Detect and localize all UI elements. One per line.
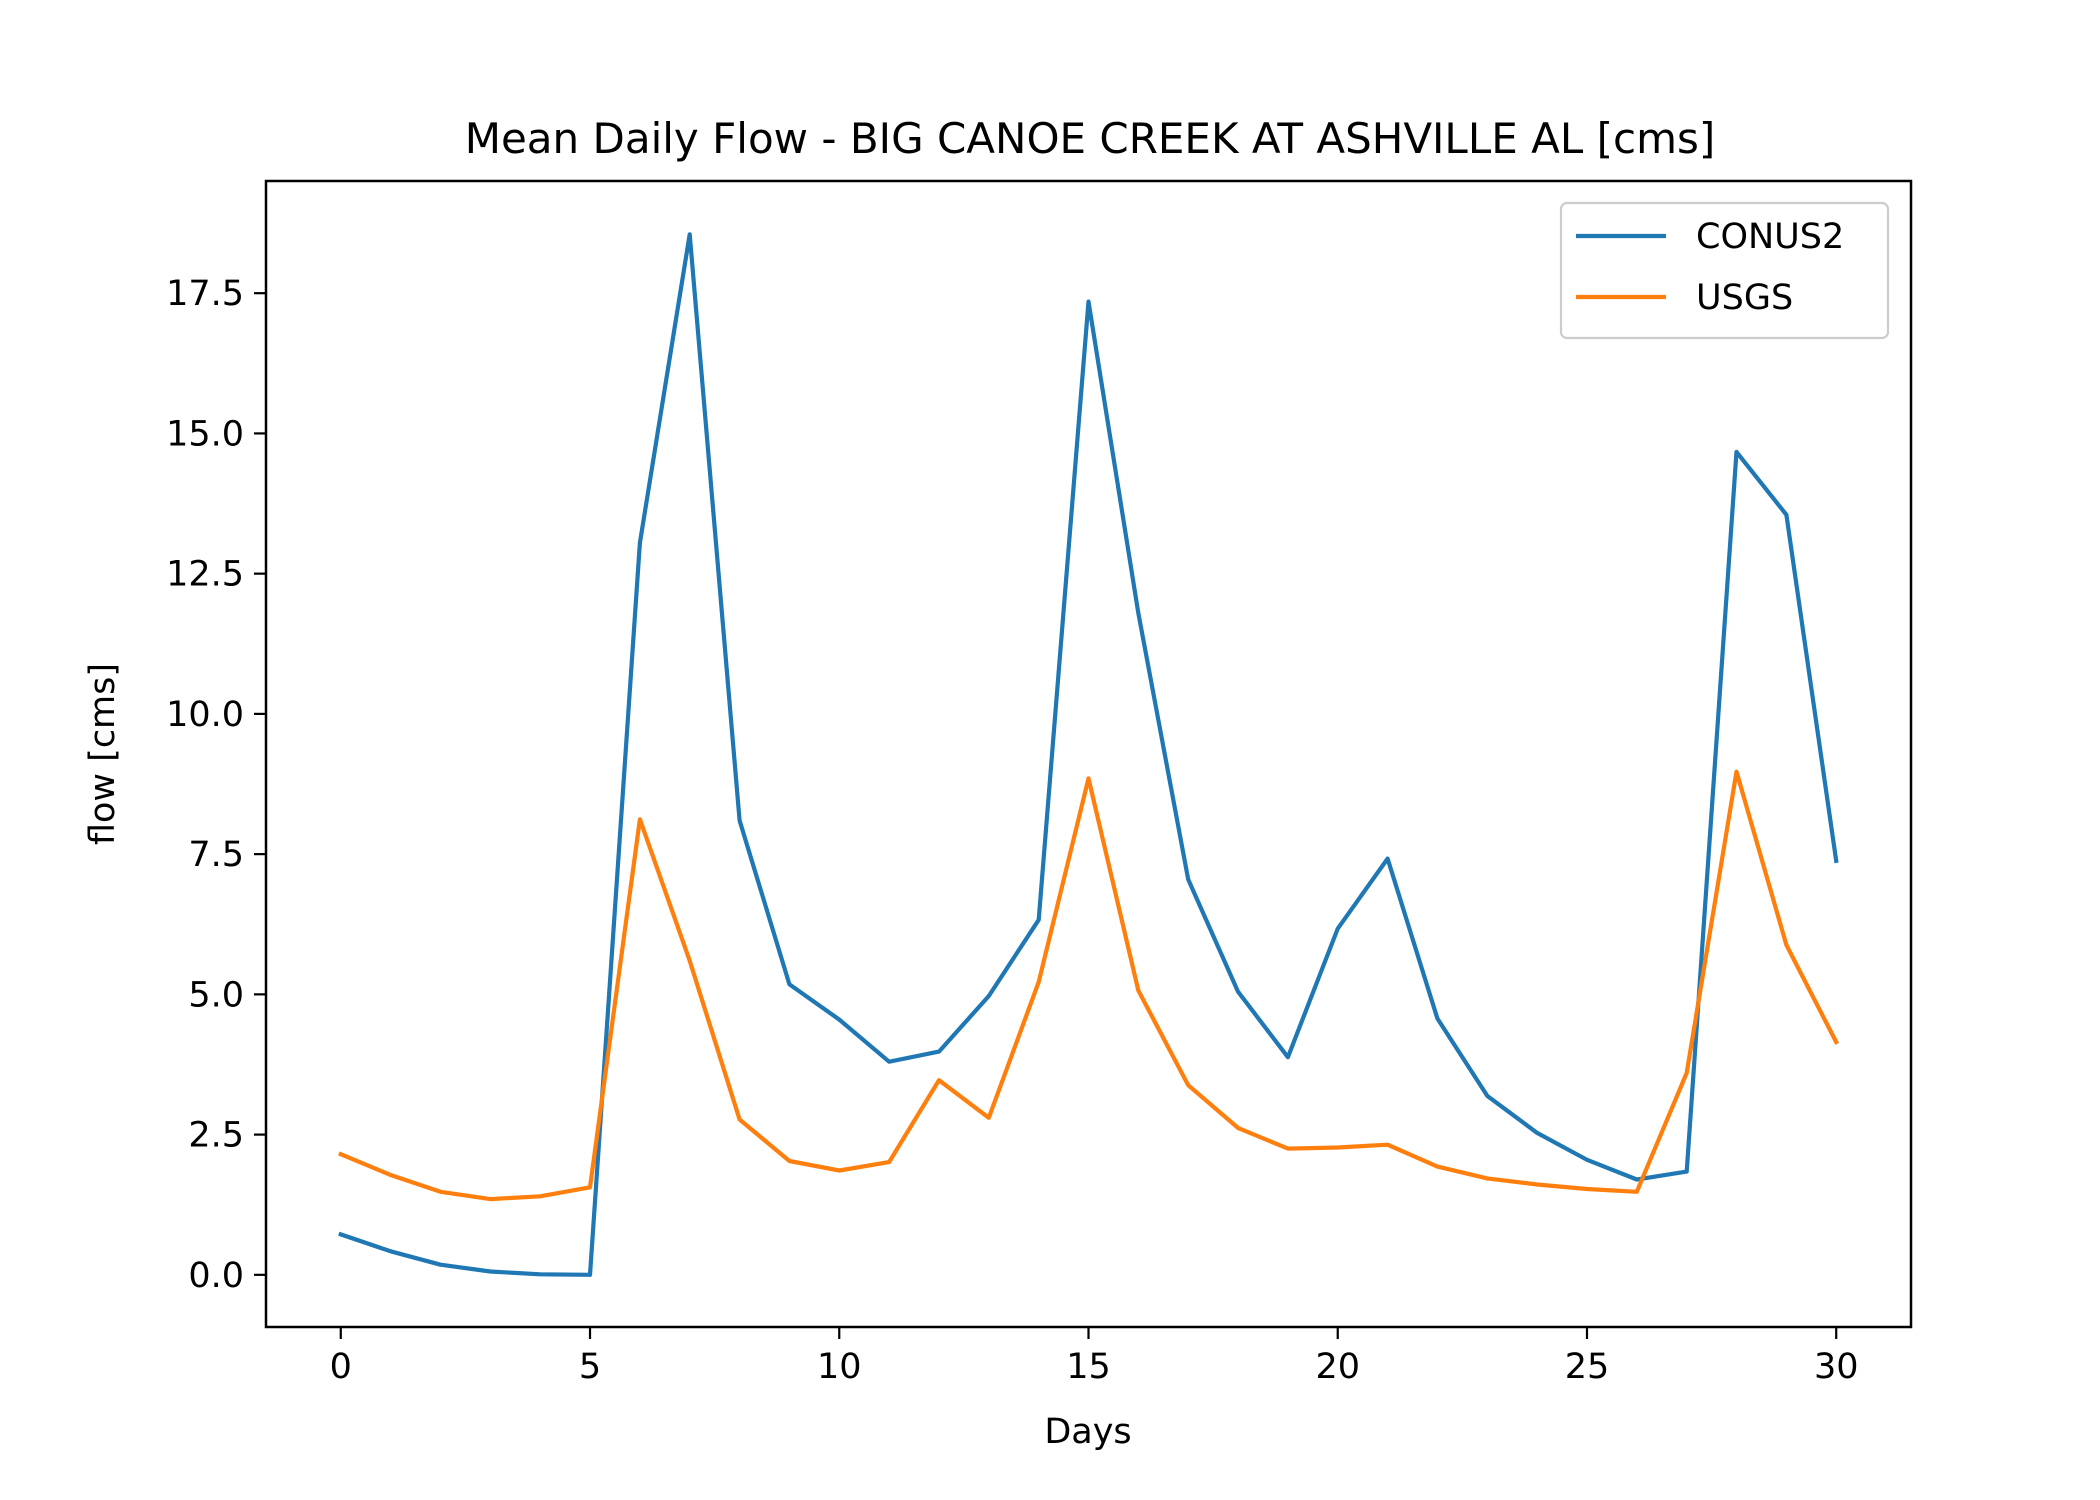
y-tick-label: 17.5	[166, 274, 244, 314]
y-tick-label: 5.0	[188, 975, 244, 1015]
x-tick-label: 10	[817, 1347, 862, 1387]
x-tick-label: 30	[1814, 1347, 1859, 1387]
series-line-usgs	[338, 769, 1840, 1202]
x-tick-label: 5	[579, 1347, 601, 1387]
plot-area	[338, 232, 1840, 1277]
y-tick-label: 7.5	[188, 835, 244, 875]
x-tick-label: 15	[1066, 1347, 1111, 1387]
legend-label-conus2: CONUS2	[1696, 217, 1844, 257]
x-tick-label: 0	[330, 1347, 352, 1387]
x-tick-label: 20	[1315, 1347, 1360, 1387]
legend: CONUS2 USGS	[1559, 201, 1890, 340]
chart-title: Mean Daily Flow - BIG CANOE CREEK AT ASH…	[465, 114, 1716, 163]
y-tick-label: 2.5	[188, 1116, 244, 1156]
legend-label-usgs: USGS	[1696, 278, 1793, 318]
y-tick-label: 0.0	[188, 1256, 244, 1296]
x-axis-label: Days	[1044, 1412, 1131, 1452]
x-tick-label: 25	[1565, 1347, 1610, 1387]
y-tick-label: 10.0	[166, 695, 244, 735]
series-line-conus2	[338, 232, 1839, 1277]
y-tick-label: 15.0	[166, 414, 244, 454]
axis-ticks: 0 5 10 15 20 25 30 0.0 2.5 5.0 7.5 10.0 12.5 15.0 17.5	[166, 274, 1858, 1387]
y-axis-label: flow [cms]	[83, 663, 123, 845]
y-tick-label: 12.5	[166, 555, 244, 595]
